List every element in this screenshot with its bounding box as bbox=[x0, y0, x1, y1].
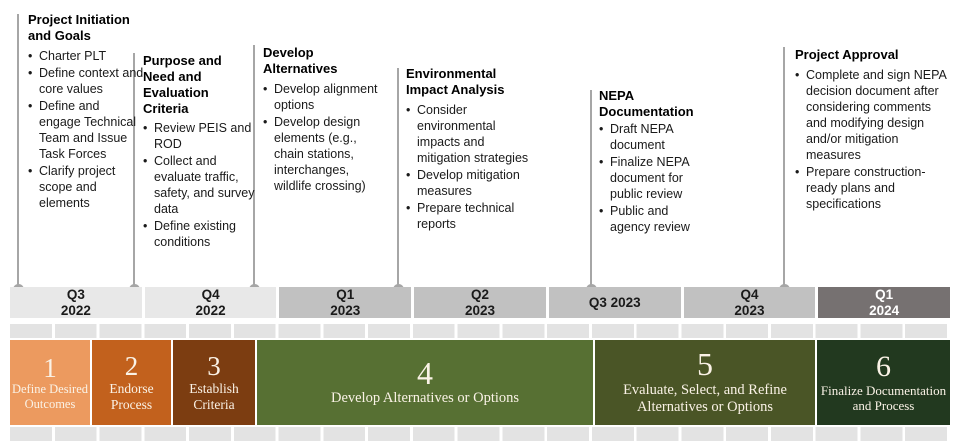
phase-number: 5 bbox=[697, 346, 713, 383]
phase-bar: 1 Define Desired Outcomes 2 Endorse Proc… bbox=[0, 340, 960, 425]
milestone-bullet: Complete and sign NEPA decision document… bbox=[795, 67, 955, 163]
milestone-title: Develop Alternatives bbox=[263, 45, 338, 76]
quarter-year: 2023 bbox=[464, 302, 496, 318]
milestone-bullet: Consider environmental impacts and mitig… bbox=[406, 102, 534, 166]
month-grid-strip-top bbox=[10, 324, 950, 338]
quarter-label: Q4 bbox=[740, 286, 759, 302]
milestone-title: Purpose and Need and Evaluation Criteria bbox=[143, 53, 222, 116]
phase-label: Endorse Process bbox=[109, 380, 154, 412]
timeline-connector bbox=[397, 68, 399, 290]
milestone-bullet: Develop design elements (e.g., chain sta… bbox=[263, 114, 381, 194]
phase-1-define-desired-outcomes: 1 Define Desired Outcomes bbox=[10, 340, 90, 425]
phase-number: 1 bbox=[43, 352, 57, 383]
phase-2-endorse-process: 2 Endorse Process bbox=[92, 340, 171, 425]
milestone-bullet: Public and agency review bbox=[599, 203, 703, 235]
quarter-year: 2022 bbox=[60, 302, 91, 318]
quarter-label: Q4 bbox=[201, 286, 220, 302]
quarter-q3-2022: Q3 2022 bbox=[10, 287, 142, 318]
milestone-bullets: Draft NEPA document Finalize NEPA docume… bbox=[599, 121, 703, 235]
quarter-q2-2023: Q2 2023 bbox=[414, 287, 546, 318]
phase-number: 4 bbox=[417, 354, 433, 391]
quarter-label: Q1 bbox=[875, 286, 894, 302]
phase-5-evaluate-select-refine: 5 Evaluate, Select, and Refine Alternati… bbox=[595, 340, 815, 425]
milestone-bullets: Develop alignment options Develop design… bbox=[263, 81, 381, 194]
milestone-bullet: Charter PLT bbox=[28, 48, 144, 64]
milestone-title: NEPA Documentation bbox=[599, 88, 694, 119]
quarter-q1-2023: Q1 2023 bbox=[279, 286, 412, 318]
timeline-connector bbox=[17, 14, 19, 290]
milestone-bullet: Finalize NEPA document for public review bbox=[599, 154, 703, 202]
phase-label: Develop Alternatives or Options bbox=[330, 390, 520, 407]
milestone-title: Project Initiation and Goals bbox=[28, 12, 130, 43]
milestone-project-approval: Project Approval Complete and sign NEPA … bbox=[795, 47, 955, 213]
quarter-label: Q3 bbox=[66, 286, 85, 302]
quarter-year: 2023 bbox=[734, 302, 765, 318]
phase-number: 6 bbox=[876, 350, 891, 384]
quarter-q3-2023: Q3 2023 bbox=[548, 287, 681, 318]
timeline-connector bbox=[783, 47, 785, 290]
milestone-bullet: Prepare technical reports bbox=[406, 200, 534, 232]
quarter-year: 2024 bbox=[869, 302, 900, 318]
milestone-bullet: Develop alignment options bbox=[263, 81, 381, 113]
milestone-nepa-documentation: NEPA Documentation Draft NEPA document F… bbox=[599, 88, 703, 236]
milestone-bullet: Prepare construction-ready plans and spe… bbox=[795, 164, 955, 212]
phase-label: Evaluate, Select, and Refine Alternative… bbox=[623, 381, 787, 416]
milestone-bullet: Draft NEPA document bbox=[599, 121, 703, 153]
phase-3-establish-criteria: 3 Establish Criteria bbox=[173, 340, 255, 425]
phase-4-develop-alternatives: 4 Develop Alternatives or Options bbox=[257, 340, 593, 425]
quarter-label: Q2 bbox=[471, 286, 490, 302]
milestone-bullets: Complete and sign NEPA decision document… bbox=[795, 67, 955, 212]
milestone-title: Environmental Impact Analysis bbox=[406, 66, 505, 97]
milestone-purpose-need: Purpose and Need and Evaluation Criteria… bbox=[143, 53, 255, 251]
milestone-bullet: Define context and core values bbox=[28, 65, 144, 97]
milestone-bullet: Define existing conditions bbox=[143, 218, 255, 250]
milestone-project-initiation: Project Initiation and Goals Charter PLT… bbox=[28, 12, 144, 212]
milestone-environmental-impact: Environmental Impact Analysis Consider e… bbox=[406, 66, 534, 233]
milestone-bullet: Collect and evaluate traffic, safety, an… bbox=[143, 153, 255, 217]
milestone-develop-alternatives: Develop Alternatives Develop alignment o… bbox=[263, 45, 381, 195]
quarter-timeline-bar: Q3 2022 Q4 2022 Q1 2023 Q2 2023 Q3 2023 … bbox=[10, 286, 951, 318]
milestone-bullets: Consider environmental impacts and mitig… bbox=[406, 102, 534, 232]
quarter-q4-2022: Q4 2022 bbox=[144, 286, 277, 318]
milestone-bullet: Define and engage Technical Team and Iss… bbox=[28, 98, 144, 162]
milestone-bullets: Review PEIS and ROD Collect and evaluate… bbox=[143, 120, 255, 250]
phase-number: 2 bbox=[124, 351, 139, 382]
milestone-bullet: Develop mitigation measures bbox=[406, 167, 534, 199]
quarter-year: 2023 bbox=[330, 302, 361, 318]
milestone-bullet: Review PEIS and ROD bbox=[143, 120, 255, 152]
phase-number: 3 bbox=[207, 351, 221, 382]
quarter-year: 2022 bbox=[195, 302, 226, 318]
month-grid-strip-bottom bbox=[10, 427, 950, 441]
quarter-q4-2023: Q4 2023 bbox=[683, 286, 816, 318]
quarter-q1-2024: Q1 2024 bbox=[818, 286, 951, 318]
timeline-connector bbox=[590, 90, 592, 290]
quarter-label: Q1 bbox=[336, 286, 355, 302]
quarter-label: Q3 2023 bbox=[588, 294, 641, 310]
phase-label: Establish Criteria bbox=[189, 380, 239, 412]
milestone-title: Project Approval bbox=[795, 47, 899, 62]
milestone-bullets: Charter PLT Define context and core valu… bbox=[28, 48, 144, 211]
phase-label: Define Desired Outcomes bbox=[11, 381, 88, 411]
milestone-bullet: Clarify project scope and elements bbox=[28, 163, 144, 211]
phase-6-finalize-documentation: 6 Finalize Documentation and Process bbox=[817, 340, 950, 425]
phase-label: Finalize Documentation and Process bbox=[820, 382, 947, 414]
